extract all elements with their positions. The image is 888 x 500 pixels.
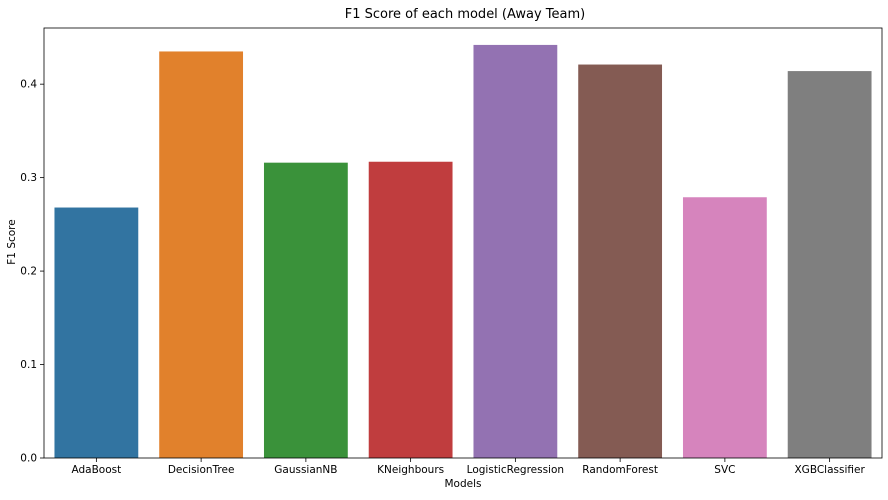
bar-gaussiannb: [263, 162, 348, 459]
y-tick-label: 0.4: [20, 79, 37, 91]
y-tick-label: 0.3: [20, 172, 37, 184]
y-axis: 0.0 0.1 0.2 0.3 0.4: [20, 79, 44, 465]
bar-svc: [682, 197, 767, 458]
bar-kneighbours: [368, 161, 453, 459]
x-tick-label: LogisticRegression: [467, 464, 564, 476]
chart-title: F1 Score of each model (Away Team): [345, 7, 585, 22]
x-tick-label: XGBClassifier: [794, 464, 865, 476]
bar-logisticregression: [473, 44, 558, 459]
y-tick-label: 0.1: [20, 359, 37, 371]
y-axis-label: F1 Score: [6, 219, 18, 264]
x-axis-label: Models: [445, 478, 482, 490]
x-axis: AdaBoost DecisionTree GaussianNB KNeighbour…: [72, 458, 865, 476]
bar-xgbclassifier: [787, 71, 872, 458]
x-tick-label: KNeighbours: [377, 464, 444, 476]
x-tick-label: GaussianNB: [274, 464, 337, 476]
x-tick-label: SVC: [714, 464, 735, 476]
x-tick-label: AdaBoost: [72, 464, 122, 476]
bar-decisiontree: [159, 51, 244, 459]
y-tick-label: 0.0: [20, 453, 37, 465]
x-tick-label: DecisionTree: [168, 464, 235, 476]
bar-adaboost: [54, 207, 139, 458]
x-tick-label: RandomForest: [582, 464, 658, 476]
bar-randomforest: [578, 64, 663, 458]
plot-frame: [43, 27, 883, 459]
plot-area: [54, 44, 872, 459]
y-tick-label: 0.2: [20, 266, 37, 278]
